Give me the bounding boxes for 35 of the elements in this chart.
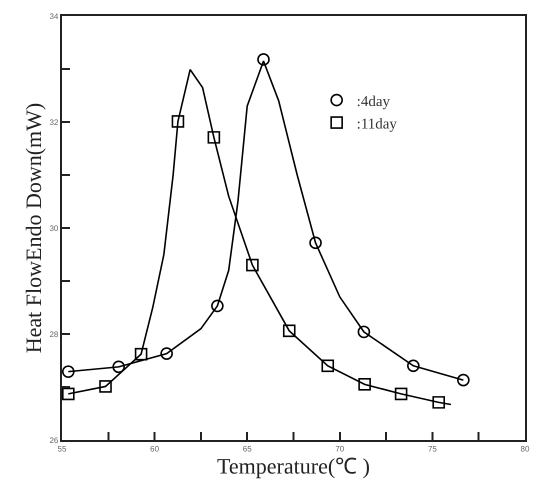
x-tick-label: 60	[150, 444, 160, 454]
point	[211, 300, 224, 312]
point	[394, 388, 408, 400]
x-tick-label: 75	[428, 444, 438, 454]
x-tick-label: 55	[58, 444, 67, 454]
point	[321, 360, 334, 372]
point	[282, 324, 296, 338]
point	[62, 388, 75, 400]
point	[160, 347, 173, 360]
y-tick-label: 30	[49, 224, 59, 233]
point	[112, 360, 125, 374]
x-tick-label: 65	[242, 444, 252, 454]
point	[208, 131, 220, 144]
y-tick-label: 32	[49, 118, 59, 127]
point	[358, 378, 371, 391]
point	[257, 53, 270, 66]
point	[457, 374, 470, 386]
y-axis-title: Heat FlowEndo Down(mW)	[20, 102, 46, 354]
point	[407, 360, 420, 372]
legend-label: :4day	[356, 94, 390, 110]
x-tick-label: 70	[335, 444, 345, 454]
y-tick-label: 28	[49, 330, 59, 339]
y-tick-label: 26	[49, 436, 59, 445]
point	[432, 396, 445, 409]
x-axis-title: Temperature(℃ )	[217, 454, 370, 479]
y-tick-label: 34	[49, 12, 59, 21]
point	[134, 348, 148, 360]
point	[172, 115, 184, 128]
x-tick-label: 80	[520, 444, 530, 454]
point	[99, 380, 112, 393]
point	[309, 236, 322, 250]
point	[246, 258, 259, 272]
point	[62, 365, 75, 378]
legend-label: :11day	[356, 116, 398, 132]
point	[358, 326, 370, 338]
